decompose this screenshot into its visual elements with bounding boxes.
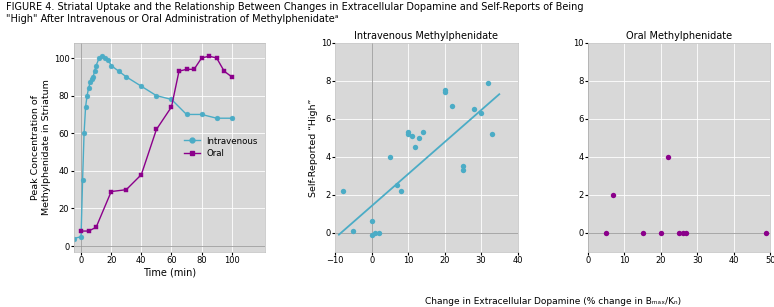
Point bbox=[365, 232, 378, 237]
Point bbox=[416, 130, 429, 135]
Point bbox=[457, 168, 469, 173]
Point bbox=[600, 230, 612, 235]
Point bbox=[348, 228, 360, 233]
Point bbox=[673, 230, 685, 235]
Point bbox=[446, 103, 458, 108]
Point bbox=[391, 183, 403, 188]
Point bbox=[373, 230, 385, 235]
Point bbox=[413, 135, 425, 140]
Point bbox=[409, 145, 422, 150]
Point bbox=[369, 230, 382, 235]
Point bbox=[608, 192, 620, 197]
Point bbox=[680, 230, 693, 235]
Point bbox=[467, 107, 480, 112]
Title: Oral Methylphenidate: Oral Methylphenidate bbox=[626, 31, 732, 41]
Point bbox=[438, 90, 450, 95]
Point bbox=[384, 154, 396, 159]
Text: Change in Extracellular Dopamine (% change in Bₘₐₓ/Kₙ): Change in Extracellular Dopamine (% chan… bbox=[425, 297, 681, 306]
Point bbox=[395, 188, 407, 193]
Y-axis label: Peak Concentration of
Methylphenidate in Striatum: Peak Concentration of Methylphenidate in… bbox=[32, 80, 51, 215]
Point bbox=[655, 230, 667, 235]
Point bbox=[486, 132, 498, 137]
Point bbox=[365, 219, 378, 224]
Point bbox=[662, 154, 674, 159]
Point bbox=[760, 230, 772, 235]
Point bbox=[482, 80, 495, 85]
Title: Intravenous Methylphenidate: Intravenous Methylphenidate bbox=[354, 31, 498, 41]
Y-axis label: Self-Reported “High”: Self-Reported “High” bbox=[309, 98, 318, 196]
Point bbox=[406, 134, 418, 138]
Point bbox=[438, 88, 450, 93]
Point bbox=[457, 164, 469, 169]
Legend: Intravenous, Oral: Intravenous, Oral bbox=[182, 134, 261, 161]
Point bbox=[402, 132, 414, 137]
Point bbox=[475, 111, 488, 116]
Point bbox=[676, 230, 689, 235]
Text: FIGURE 4. Striatal Uptake and the Relationship Between Changes in Extracellular : FIGURE 4. Striatal Uptake and the Relati… bbox=[6, 2, 584, 12]
Point bbox=[636, 230, 649, 235]
X-axis label: Time (min): Time (min) bbox=[142, 268, 196, 278]
Point bbox=[337, 188, 349, 193]
Text: "High" After Intravenous or Oral Administration of Methylphenidateᵃ: "High" After Intravenous or Oral Adminis… bbox=[6, 14, 339, 24]
Point bbox=[402, 130, 414, 135]
